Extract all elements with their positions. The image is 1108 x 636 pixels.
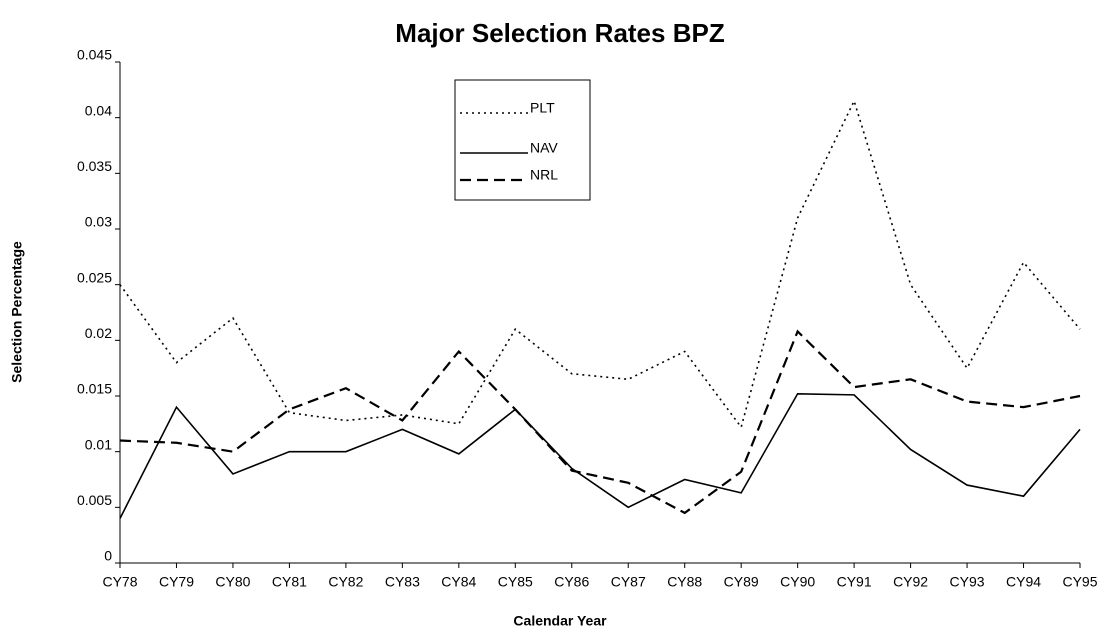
x-tick-label: CY93 [950,574,985,590]
y-tick-label: 0.015 [77,381,112,397]
x-tick-label: CY81 [272,574,307,590]
x-axis-title: Calendar Year [513,613,607,629]
x-tick-label: CY85 [498,574,533,590]
x-tick-label: CY83 [385,574,420,590]
y-tick-label: 0.035 [77,158,112,174]
x-tick-label: CY91 [837,574,872,590]
series-line [119,329,1081,515]
y-tick-label: 0 [104,548,112,564]
x-tick-label: CY80 [215,574,250,590]
y-tick-label: 0.005 [77,492,112,508]
x-tick-label: CY95 [1062,574,1097,590]
y-tick-label: 0.01 [85,436,112,452]
y-tick-label: 0.03 [85,214,112,230]
x-tick-label: CY92 [893,574,928,590]
legend-label: NRL [530,167,558,183]
y-tick-label: 0.025 [77,269,112,285]
x-tick-label: CY89 [724,574,759,590]
legend-label: NAV [530,140,558,156]
x-tick-label: CY79 [159,574,194,590]
series-line [119,98,1081,429]
x-tick-label: CY88 [667,574,702,590]
x-tick-label: CY94 [1006,574,1041,590]
series-line [119,392,1081,519]
y-tick-label: 0.04 [85,102,112,118]
x-tick-label: CY90 [780,574,815,590]
chart-title: Major Selection Rates BPZ [395,18,725,48]
y-tick-label: 0.02 [85,325,112,341]
y-axis-title: Selection Percentage [9,241,25,383]
x-tick-label: CY82 [328,574,363,590]
x-tick-label: CY87 [611,574,646,590]
x-tick-label: CY84 [441,574,476,590]
y-tick-label: 0.045 [77,47,112,63]
x-tick-label: CY86 [554,574,589,590]
legend-box [454,79,591,201]
x-tick-label: CY78 [102,574,137,590]
legend-label: PLT [530,100,555,116]
